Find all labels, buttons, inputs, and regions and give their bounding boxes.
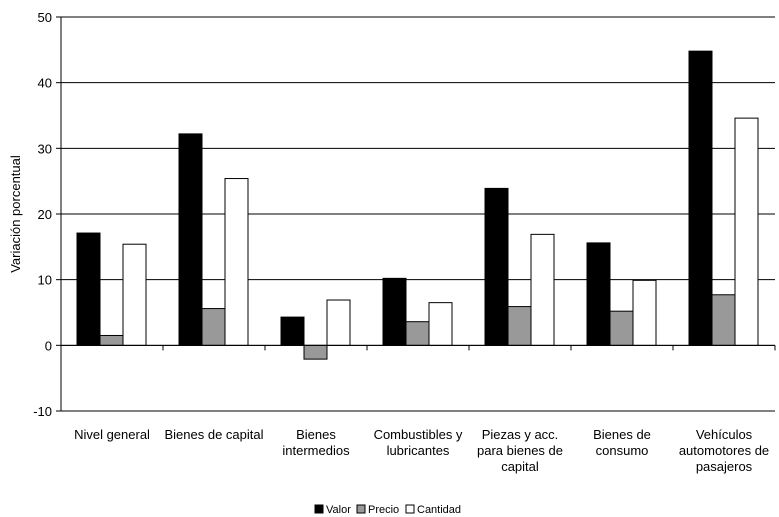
category-label-line: Combustibles y [374, 427, 463, 442]
category-label-line: Nivel general [74, 427, 150, 442]
y-tick-label: 40 [38, 76, 52, 91]
category-label: Nivel general [74, 427, 150, 442]
y-tick-label: 0 [45, 338, 52, 353]
bar-precio [405, 321, 430, 346]
bar-cantidad [530, 233, 555, 346]
bar-valor [688, 50, 713, 346]
category-label-line: para bienes de [477, 443, 563, 458]
y-tick-label: 10 [38, 273, 52, 288]
bar-valor [484, 187, 509, 346]
category-label-line: Bienes [296, 427, 336, 442]
legend-label-precio: Precio [368, 504, 399, 516]
bar-cantidad [224, 178, 249, 346]
bar-precio [609, 310, 634, 346]
gridlines [61, 16, 775, 412]
y-tick-labels: -10 0 10 20 30 40 50 [33, 10, 52, 419]
category-label: Bienes de consumo [593, 427, 651, 458]
bars [76, 50, 759, 360]
category-label-line: capital [501, 459, 539, 474]
category-label: Combustibles y lubricantes [374, 427, 463, 458]
legend-swatch-valor [314, 504, 324, 514]
category-label-line: automotores de [679, 443, 769, 458]
bar-valor [178, 133, 203, 346]
category-label-line: Bienes de capital [164, 427, 263, 442]
bar-precio [507, 306, 532, 346]
bar-precio [711, 294, 736, 346]
category-labels: Nivel general Bienes de capital Bienes inte… [74, 427, 769, 474]
legend: Valor Precio Cantidad [314, 504, 461, 516]
category-label: Piezas y acc. para bienes de capital [477, 427, 563, 474]
category-label-line: Vehículos [696, 427, 753, 442]
category-label-line: pasajeros [696, 459, 753, 474]
bar-cantidad [428, 302, 453, 346]
y-tick-label: -10 [33, 404, 52, 419]
legend-label-cantidad: Cantidad [417, 504, 461, 516]
y-tick-label: 30 [38, 141, 52, 156]
y-tick-label: 50 [38, 10, 52, 25]
category-label-line: Bienes de [593, 427, 651, 442]
bar-valor [76, 232, 101, 346]
y-tick-label: 20 [38, 207, 52, 222]
bar-cantidad [632, 279, 657, 346]
bar-cantidad [326, 299, 351, 346]
y-axis-title: Variación porcentual [8, 155, 23, 273]
category-label-line: Piezas y acc. [482, 427, 559, 442]
category-label-line: intermedios [282, 443, 350, 458]
bar-precio [201, 308, 226, 346]
bar-precio [99, 334, 124, 346]
legend-swatch-cantidad [405, 504, 415, 514]
bar-cantidad [122, 243, 147, 346]
category-label: Bienes intermedios [282, 427, 350, 458]
category-label-line: consumo [596, 443, 649, 458]
bar-valor [280, 316, 305, 346]
legend-swatch-precio [356, 504, 366, 514]
bar-valor [586, 242, 611, 346]
bar-precio [303, 344, 328, 360]
axes [56, 16, 776, 412]
category-label-line: lubricantes [387, 443, 450, 458]
category-label: Bienes de capital [164, 427, 263, 442]
legend-label-valor: Valor [326, 504, 351, 516]
bar-valor [382, 277, 407, 346]
bar-cantidad [734, 117, 759, 346]
category-label: Vehículos automotores de pasajeros [679, 427, 769, 474]
